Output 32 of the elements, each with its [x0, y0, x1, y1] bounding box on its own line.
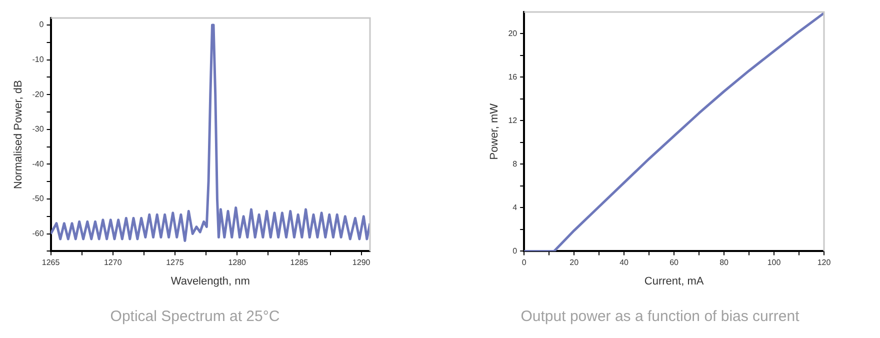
x-tick-label: 80: [720, 258, 730, 268]
x-tick-label: 100: [767, 258, 782, 268]
x-tick-label: 0: [522, 258, 527, 268]
x-tick-label: 1265: [42, 258, 60, 268]
x-tick-label: 20: [570, 258, 580, 268]
y-tick-label: -10: [32, 54, 44, 64]
text: Output power as a function of bias current: [520, 308, 800, 325]
x-axis-title: Current, mA: [644, 275, 704, 288]
x-tick-label: 1275: [166, 258, 184, 268]
y-axis-title: Normalised Power, dB: [12, 80, 25, 190]
y-tick-label: 12: [508, 116, 518, 125]
x-tick-label: 1285: [290, 258, 309, 268]
y-tick-label: -30: [32, 124, 44, 134]
x-tick-label: 1280: [228, 258, 247, 268]
x-tick-label: 1290: [352, 258, 371, 268]
x-tick-label: 120: [817, 258, 832, 268]
y-tick-label: 0: [39, 20, 44, 30]
y-tick-label: -20: [32, 90, 44, 99]
y-tick-label: -60: [32, 229, 44, 238]
x-tick-label: 40: [620, 258, 630, 268]
y-tick-label: -50: [32, 194, 44, 204]
y-tick-label: -40: [32, 159, 44, 168]
x-axis-title: Wavelength, nm: [170, 275, 250, 288]
y-tick-label: 8: [512, 159, 518, 168]
x-tick-label: 1270: [104, 258, 122, 268]
y-tick-label: 16: [508, 72, 518, 82]
y-axis-title: Power, mW: [488, 102, 501, 160]
y-tick-label: 0: [512, 246, 518, 256]
y-tick-label: 4: [512, 202, 518, 212]
x-tick-label: 60: [670, 258, 680, 268]
y-tick-label: 20: [508, 28, 518, 38]
text: Optical Spectrum at 25°C: [109, 308, 281, 325]
